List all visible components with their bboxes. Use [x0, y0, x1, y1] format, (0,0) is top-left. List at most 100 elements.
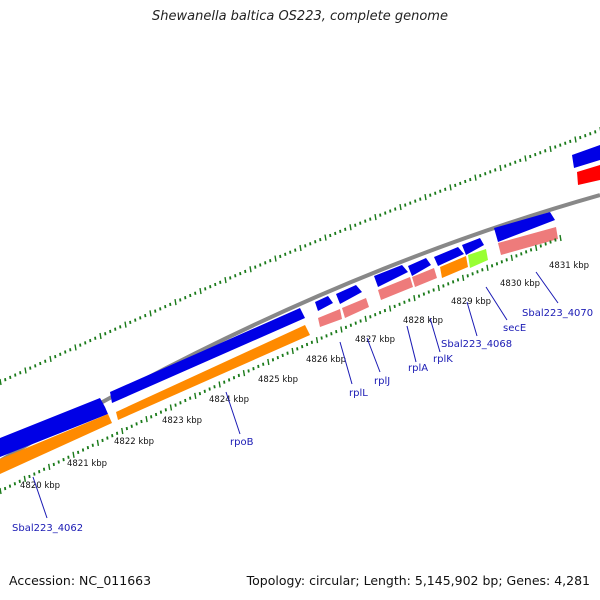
tick-mark [174, 299, 177, 306]
tick-mark [301, 345, 304, 349]
tick-mark [495, 262, 499, 266]
tick-mark [449, 184, 452, 191]
tick-mark [184, 398, 187, 403]
tick-mark [439, 189, 442, 193]
tick-mark [145, 416, 148, 423]
tick-mark [227, 378, 231, 382]
tick-mark [422, 292, 426, 296]
tick-mark [427, 290, 430, 294]
tick-mark [471, 272, 474, 276]
tick-mark [344, 325, 348, 329]
tick-mark [18, 479, 21, 483]
cds-feature [374, 265, 408, 287]
gene-label: rplK [433, 354, 453, 365]
tick-mark [569, 139, 572, 143]
tick-mark [91, 443, 94, 447]
tick-mark [169, 302, 172, 307]
tick-mark [164, 304, 167, 309]
inner-tick-ring [0, 234, 562, 495]
tick-mark [413, 295, 416, 302]
red-feature [577, 165, 600, 185]
tick-mark [476, 270, 479, 274]
tick-mark [544, 242, 547, 246]
tick-mark [279, 254, 282, 259]
tick-mark [109, 329, 112, 334]
rrna-feature [342, 298, 369, 318]
tick-mark [74, 344, 77, 351]
tick-mark [13, 482, 16, 486]
gene-feature [440, 256, 468, 278]
cds-feature [408, 258, 431, 276]
tick-mark [398, 302, 401, 306]
tick-mark [77, 450, 80, 455]
kbp-label: 4826 kbp [306, 355, 346, 365]
tick-mark [335, 329, 338, 334]
tick-mark [529, 154, 532, 159]
gene-label: rplL [349, 388, 368, 399]
tick-mark [115, 431, 119, 435]
tick-mark [257, 364, 260, 369]
tick-mark [474, 174, 477, 181]
tick-mark [294, 248, 297, 252]
gene-feature [116, 325, 310, 420]
tick-mark [374, 213, 377, 221]
tick-mark [404, 203, 407, 207]
tick-mark [500, 260, 503, 264]
tick-mark [499, 164, 502, 172]
rrna-feature [378, 277, 413, 300]
tick-mark [169, 404, 173, 411]
tick-mark [48, 463, 51, 470]
tick-mark [469, 177, 472, 182]
cds-feature [494, 212, 555, 242]
tick-mark [72, 451, 75, 458]
tick-mark [574, 136, 577, 143]
tick-mark [189, 293, 192, 298]
tick-mark [579, 135, 582, 140]
tick-mark [309, 242, 312, 246]
tick-mark [461, 274, 465, 281]
tick-mark [274, 255, 277, 262]
genome-summary-text: Topology: circular; Length: 5,145,902 bp… [246, 573, 590, 588]
tick-mark [179, 298, 182, 302]
tick-mark [281, 353, 284, 358]
kbp-label: 4825 kbp [258, 375, 298, 385]
gene-label: secE [503, 323, 526, 334]
tick-mark [67, 455, 70, 459]
tick-mark [234, 274, 237, 278]
tick-mark [135, 422, 138, 426]
forward-strand-features [0, 145, 600, 457]
cds-feature [572, 145, 600, 168]
tick-mark [481, 268, 484, 272]
tick-mark [383, 308, 387, 313]
tick-mark [271, 358, 275, 362]
tick-mark [378, 310, 382, 315]
tick-mark [239, 271, 242, 276]
rrna-feature [318, 309, 342, 327]
tick-mark [99, 332, 102, 340]
tick-mark [549, 145, 552, 153]
kbp-label: 4831 kbp [549, 261, 589, 271]
tick-mark [84, 341, 87, 345]
tick-mark [159, 410, 163, 414]
tick-mark [144, 313, 147, 318]
tick-mark [364, 315, 367, 323]
tick-mark [94, 336, 97, 340]
tick-mark [219, 280, 222, 284]
tick-mark [269, 259, 272, 263]
tick-mark [384, 211, 387, 215]
tick-mark [0, 487, 2, 495]
tick-mark [229, 276, 232, 280]
tick-mark [314, 240, 317, 244]
tick-mark [494, 168, 497, 172]
tick-mark [199, 287, 202, 295]
tick-mark [589, 132, 592, 136]
tick-mark [34, 364, 37, 368]
tick-mark [529, 248, 533, 252]
tick-mark [174, 403, 177, 407]
tick-mark [264, 261, 267, 265]
tick-mark [339, 229, 342, 234]
tick-mark [204, 287, 207, 291]
tick-mark [164, 408, 167, 412]
tick-mark [432, 288, 435, 292]
